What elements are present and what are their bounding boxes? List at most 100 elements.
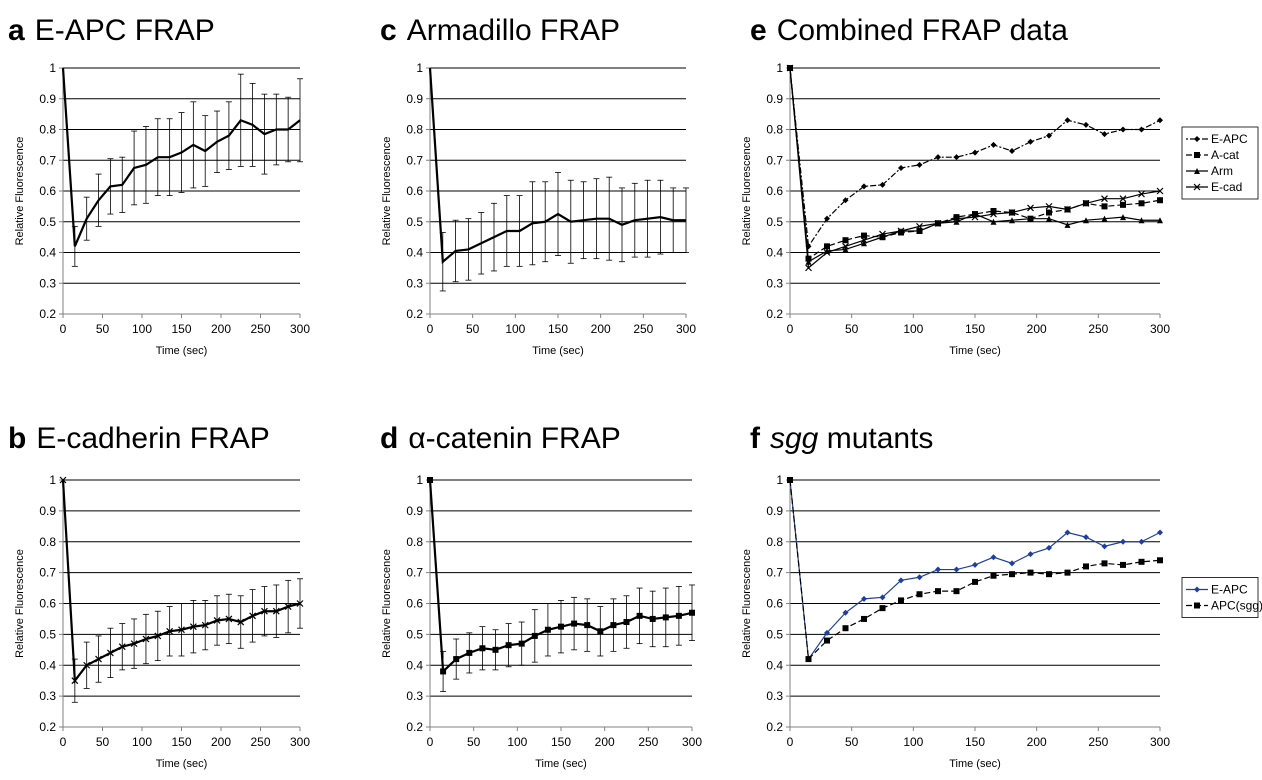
series-2 xyxy=(787,65,1163,265)
y-tick-label: 0.6 xyxy=(39,184,56,198)
data-point xyxy=(1101,195,1108,203)
x-tick-label: 200 xyxy=(1027,322,1047,336)
data-point xyxy=(142,635,150,643)
data-point xyxy=(842,246,849,253)
y-tick-label: 0.2 xyxy=(766,307,783,321)
x-tick-label: 100 xyxy=(505,322,525,336)
data-point xyxy=(824,637,830,644)
panel-c-title: c Armadillo FRAP xyxy=(380,16,620,46)
x-tick-label: 50 xyxy=(845,735,859,749)
data-point xyxy=(990,572,997,579)
x-tick-label: 250 xyxy=(1088,322,1108,336)
data-point xyxy=(972,149,978,156)
data-point xyxy=(1064,221,1071,228)
data-point xyxy=(990,210,997,218)
data-point xyxy=(842,625,849,632)
x-axis-label: Time (sec) xyxy=(535,758,587,770)
y-tick-label: 0.9 xyxy=(406,92,423,106)
legend-marker xyxy=(1194,136,1200,142)
data-point xyxy=(879,230,886,238)
series-0 xyxy=(59,476,304,703)
data-point xyxy=(1009,217,1015,224)
x-tick-label: 0 xyxy=(787,735,794,749)
data-point xyxy=(1101,215,1108,222)
y-tick-label: 0.9 xyxy=(406,504,423,518)
panel-c-title-text: Armadillo FRAP xyxy=(406,14,621,47)
series-0 xyxy=(427,477,695,692)
data-point xyxy=(898,577,904,584)
data-point xyxy=(1064,529,1071,536)
panel-d-title-text: α-catenin FRAP xyxy=(408,422,621,455)
data-point xyxy=(1157,529,1163,536)
series-0 xyxy=(787,477,1163,663)
y-tick-label: 0.7 xyxy=(766,153,783,167)
x-tick-label: 150 xyxy=(171,735,191,749)
data-point xyxy=(1138,217,1145,224)
y-tick-label: 0.2 xyxy=(766,720,783,734)
data-point xyxy=(916,161,923,168)
y-tick-label: 0.5 xyxy=(406,627,423,641)
data-point xyxy=(118,643,126,651)
y-tick-label: 0.2 xyxy=(406,720,423,734)
panel-b-title-text: E-cadherin FRAP xyxy=(36,422,270,455)
data-point xyxy=(531,632,538,639)
x-tick-label: 0 xyxy=(427,735,434,749)
data-point xyxy=(953,154,960,161)
x-tick-label: 100 xyxy=(132,322,152,336)
data-point xyxy=(1138,538,1145,545)
data-point xyxy=(154,632,162,640)
data-point xyxy=(1083,563,1089,570)
data-point xyxy=(1046,132,1052,139)
x-tick-label: 100 xyxy=(903,735,923,749)
data-point xyxy=(953,588,960,595)
x-tick-label: 250 xyxy=(638,735,658,749)
y-tick-label: 0.9 xyxy=(39,504,56,518)
data-point xyxy=(1083,121,1089,128)
x-tick-label: 200 xyxy=(211,735,231,749)
x-axis-label: Time (sec) xyxy=(156,758,208,770)
y-tick-label: 0.3 xyxy=(766,276,783,290)
x-tick-label: 250 xyxy=(1088,735,1108,749)
x-axis-label: Time (sec) xyxy=(949,345,1001,357)
data-point xyxy=(1064,569,1071,576)
x-tick-label: 300 xyxy=(1150,322,1170,336)
data-point xyxy=(934,219,942,227)
x-axis-label: Time (sec) xyxy=(949,758,1001,770)
data-point xyxy=(1046,571,1052,578)
data-point xyxy=(842,609,849,616)
data-point xyxy=(662,614,669,621)
data-point xyxy=(1101,203,1108,210)
y-tick-label: 1 xyxy=(776,61,783,75)
data-point xyxy=(1027,138,1034,145)
data-point xyxy=(842,242,849,250)
y-tick-label: 0.8 xyxy=(406,535,423,549)
legend-marker xyxy=(1194,152,1200,158)
data-point xyxy=(805,264,812,272)
series-line xyxy=(789,67,1161,260)
data-point xyxy=(990,141,997,148)
x-tick-label: 0 xyxy=(787,322,794,336)
data-point xyxy=(1120,561,1126,568)
data-point xyxy=(916,591,923,598)
data-point xyxy=(1138,190,1145,198)
data-point xyxy=(623,619,630,626)
x-tick-label: 150 xyxy=(548,322,568,336)
panel-c-letter: c xyxy=(380,14,397,47)
y-tick-label: 0.7 xyxy=(766,566,783,580)
y-tick-label: 0.2 xyxy=(406,307,423,321)
data-point xyxy=(916,574,923,581)
x-tick-label: 150 xyxy=(965,735,985,749)
legend-label: E-APC xyxy=(1211,132,1248,146)
data-point xyxy=(898,164,904,171)
data-point xyxy=(71,677,79,685)
data-point xyxy=(636,612,643,619)
data-point xyxy=(1064,206,1071,213)
x-tick-label: 0 xyxy=(427,322,434,336)
series-1 xyxy=(787,65,1163,262)
x-tick-label: 250 xyxy=(633,322,653,336)
y-tick-label: 0.3 xyxy=(766,689,783,703)
legend: E-APC A-cat Arm E-cad xyxy=(1181,126,1259,200)
panel-e-title-text: Combined FRAP data xyxy=(776,14,1068,47)
y-tick-label: 0.4 xyxy=(39,246,56,260)
y-tick-label: 0.3 xyxy=(406,689,423,703)
